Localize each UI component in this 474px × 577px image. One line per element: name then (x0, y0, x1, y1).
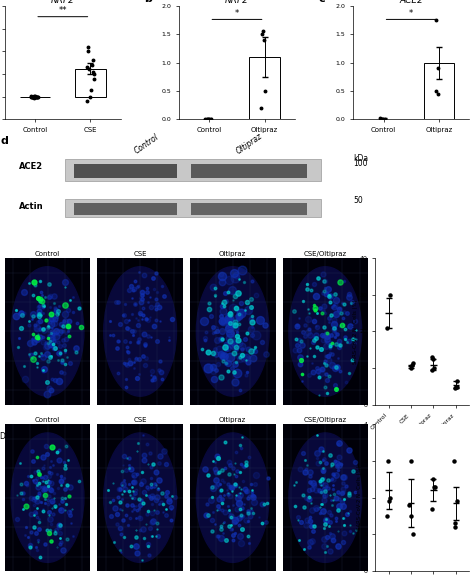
Title: NRF2: NRF2 (51, 0, 75, 5)
Title: NRF2: NRF2 (225, 0, 249, 5)
Title: Oltipraz: Oltipraz (219, 251, 246, 257)
FancyBboxPatch shape (191, 164, 307, 178)
Text: kDa: kDa (353, 154, 368, 163)
FancyBboxPatch shape (191, 203, 307, 215)
Text: *: * (409, 9, 413, 18)
Ellipse shape (289, 267, 362, 396)
Text: Donor 1: Donor 1 (0, 432, 31, 440)
Ellipse shape (196, 267, 269, 396)
Text: *: * (235, 9, 239, 18)
Text: Actin: Actin (18, 203, 43, 211)
Bar (424, 63, 454, 119)
Title: Control: Control (35, 251, 60, 257)
FancyBboxPatch shape (65, 159, 320, 181)
Title: ACE2: ACE2 (399, 0, 423, 5)
Ellipse shape (289, 433, 362, 563)
Text: d: d (0, 136, 8, 145)
Title: CSE/Oltipraz: CSE/Oltipraz (304, 417, 347, 423)
Title: Control: Control (35, 417, 60, 423)
Text: Oltipraz: Oltipraz (234, 132, 264, 156)
FancyBboxPatch shape (74, 164, 177, 178)
Bar (75, 69, 106, 97)
Text: ACE2: ACE2 (18, 162, 43, 171)
Y-axis label: SARS-CoV-2 N⁺ Cells (%): SARS-CoV-2 N⁺ Cells (%) (353, 299, 358, 364)
Ellipse shape (11, 267, 84, 396)
Text: Control: Control (133, 133, 161, 156)
Text: c: c (319, 0, 325, 5)
FancyBboxPatch shape (74, 203, 177, 215)
Ellipse shape (11, 433, 84, 563)
Bar (249, 57, 280, 119)
Title: CSE: CSE (133, 417, 147, 423)
Text: 100: 100 (353, 159, 368, 168)
Title: Oltipraz: Oltipraz (219, 417, 246, 423)
FancyBboxPatch shape (65, 198, 320, 217)
Text: 50: 50 (353, 196, 363, 205)
Title: CSE/Oltipraz: CSE/Oltipraz (304, 251, 347, 257)
Ellipse shape (104, 433, 176, 563)
Ellipse shape (196, 433, 269, 563)
Text: b: b (144, 0, 152, 5)
Text: **: ** (59, 6, 67, 15)
Ellipse shape (104, 267, 176, 396)
Y-axis label: SARS-CoV-2 N⁺ Cells (%): SARS-CoV-2 N⁺ Cells (%) (357, 466, 362, 530)
Title: CSE: CSE (133, 251, 147, 257)
